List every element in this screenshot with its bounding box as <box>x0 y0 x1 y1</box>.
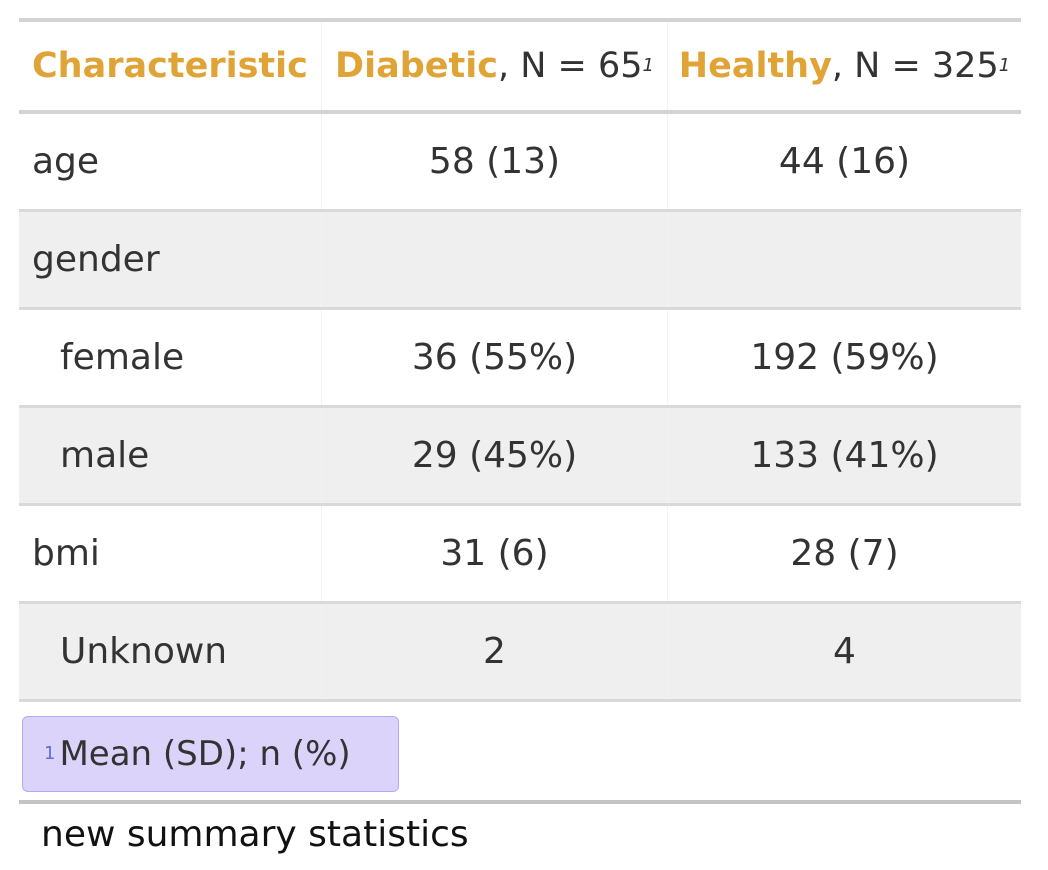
table-footnote-row: 1 Mean (SD); n (%) <box>19 702 1021 804</box>
cell-healthy: 4 <box>833 631 856 672</box>
header-diabetic: Diabetic, N = 65 1 <box>322 22 668 110</box>
header-diabetic-label: Diabetic <box>335 46 498 86</box>
header-healthy-n: , N = 325 <box>831 46 999 86</box>
header-diabetic-n: , N = 65 <box>497 46 643 86</box>
header-healthy: Healthy, N = 325 1 <box>678 46 1011 86</box>
cell-healthy <box>668 212 1021 307</box>
table-row-gender: gender <box>19 212 1021 310</box>
row-label: bmi <box>19 506 322 601</box>
row-label: gender <box>19 212 322 307</box>
footnote-highlight: 1 Mean (SD); n (%) <box>22 716 399 792</box>
cell-healthy: 133 (41%) <box>750 435 939 476</box>
table-caption: new summary statistics <box>41 814 469 855</box>
footnote-text: Mean (SD); n (%) <box>59 734 351 774</box>
row-label: age <box>19 114 322 209</box>
table-row-age: age 58 (13) 44 (16) <box>19 114 1021 212</box>
cell-diabetic: 58 (13) <box>322 114 668 209</box>
cell-diabetic <box>322 212 668 307</box>
header-characteristic: Characteristic <box>19 22 322 110</box>
cell-healthy: 44 (16) <box>778 141 911 182</box>
cell-diabetic: 31 (6) <box>322 506 668 601</box>
table-row-bmi: bmi 31 (6) 28 (7) <box>19 506 1021 604</box>
row-label: Unknown <box>19 604 322 699</box>
header-healthy-label: Healthy <box>678 46 832 86</box>
table-row-unknown: Unknown 2 4 <box>19 604 1021 702</box>
table-row-female: female 36 (55%) 192 (59%) <box>19 310 1021 408</box>
row-label: male <box>19 408 322 503</box>
row-label: female <box>19 310 322 405</box>
cell-diabetic: 29 (45%) <box>322 408 668 503</box>
cell-healthy: 192 (59%) <box>750 337 939 378</box>
table-header-row: Characteristic Diabetic, N = 65 1 Healthy… <box>19 22 1021 114</box>
cell-diabetic: 36 (55%) <box>322 310 668 405</box>
cell-healthy: 28 (7) <box>790 533 899 574</box>
table-row-male: male 29 (45%) 133 (41%) <box>19 408 1021 506</box>
header-characteristic-label: Characteristic <box>32 46 308 86</box>
table-top-rule <box>19 18 1021 22</box>
cell-diabetic: 2 <box>322 604 668 699</box>
summary-table: Characteristic Diabetic, N = 65 1 Healthy… <box>19 18 1021 804</box>
